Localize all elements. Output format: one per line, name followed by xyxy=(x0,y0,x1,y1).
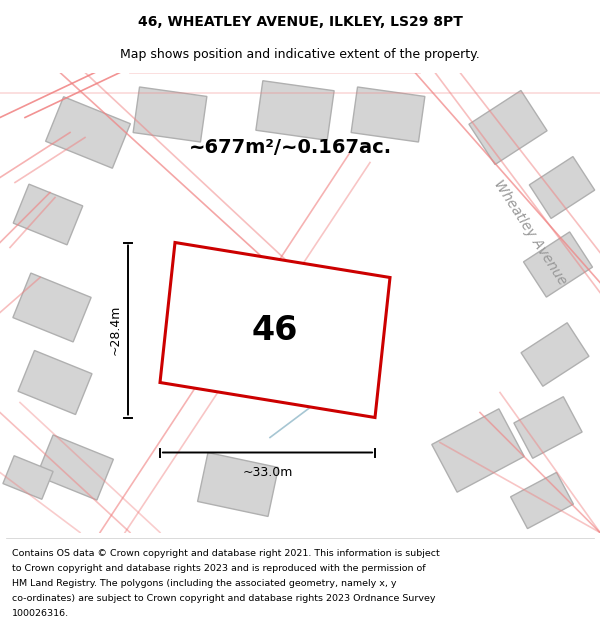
Polygon shape xyxy=(514,397,582,458)
Polygon shape xyxy=(529,157,595,218)
Polygon shape xyxy=(469,91,547,164)
Polygon shape xyxy=(197,452,278,516)
Text: ~677m²/~0.167ac.: ~677m²/~0.167ac. xyxy=(188,138,392,157)
Polygon shape xyxy=(46,97,130,168)
Polygon shape xyxy=(521,322,589,386)
Polygon shape xyxy=(133,87,207,142)
Polygon shape xyxy=(256,81,334,140)
Polygon shape xyxy=(3,456,53,499)
Polygon shape xyxy=(13,184,83,245)
Polygon shape xyxy=(13,273,91,342)
Text: co-ordinates) are subject to Crown copyright and database rights 2023 Ordnance S: co-ordinates) are subject to Crown copyr… xyxy=(12,594,436,603)
Polygon shape xyxy=(18,351,92,414)
Polygon shape xyxy=(511,472,574,529)
Polygon shape xyxy=(37,435,113,500)
Polygon shape xyxy=(432,409,524,492)
Text: ~33.0m: ~33.0m xyxy=(242,466,293,479)
Text: ~28.4m: ~28.4m xyxy=(109,305,122,355)
Polygon shape xyxy=(523,232,593,297)
Text: to Crown copyright and database rights 2023 and is reproduced with the permissio: to Crown copyright and database rights 2… xyxy=(12,564,425,573)
Text: Map shows position and indicative extent of the property.: Map shows position and indicative extent… xyxy=(120,48,480,61)
Polygon shape xyxy=(160,242,390,418)
Text: 46, WHEATLEY AVENUE, ILKLEY, LS29 8PT: 46, WHEATLEY AVENUE, ILKLEY, LS29 8PT xyxy=(137,15,463,29)
Text: 100026316.: 100026316. xyxy=(12,609,69,618)
Text: Wheatley Avenue: Wheatley Avenue xyxy=(491,177,569,288)
Text: Contains OS data © Crown copyright and database right 2021. This information is : Contains OS data © Crown copyright and d… xyxy=(12,549,440,558)
Text: 46: 46 xyxy=(252,314,298,346)
Text: HM Land Registry. The polygons (including the associated geometry, namely x, y: HM Land Registry. The polygons (includin… xyxy=(12,579,397,588)
Polygon shape xyxy=(351,87,425,142)
